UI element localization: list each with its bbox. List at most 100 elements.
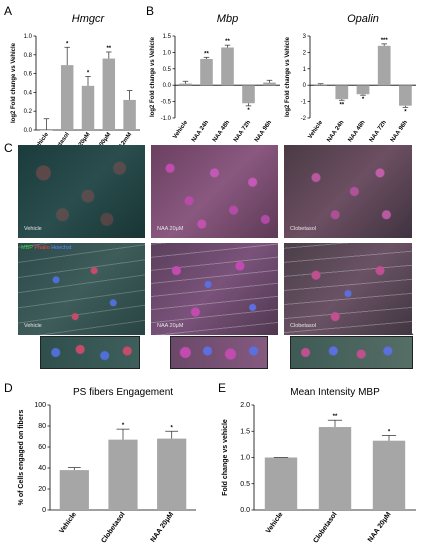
ps-fibers-significance-label: * (122, 423, 125, 429)
opalin-category-label: Vehicle (307, 119, 324, 140)
hmgcr-bar (102, 58, 116, 131)
opalin-bar (399, 85, 412, 106)
micrograph-clobetasol-bottom: Clobetasol (284, 243, 412, 335)
ps-fibers-category-label: Vehicle (58, 511, 78, 535)
chart-hmgcr: Hmgcr 0.0 0.2 0.4 0.6 0.8 1.0 log2 Fold change … (11, 13, 140, 161)
ps-fibers-bar (59, 470, 89, 510)
channel-legend: MBP Phallo Hoechst (21, 245, 72, 251)
micrograph-zoom-vehicle (40, 336, 140, 369)
mbp-intensity-y-axis-label: Fold change vs vehicle (222, 419, 229, 496)
chart-mbp: Mbp -1.0 -0.5 0.0 0.5 1.0 1.5 log2 Fold change … (150, 13, 280, 143)
opalin-y-tick-label: 2 (303, 50, 307, 56)
opalin-y-tick-label: 3 (303, 34, 307, 40)
opalin-bar (356, 85, 370, 95)
ps-fibers-chart-title: PS fibers Engagement (73, 387, 173, 398)
panel-letter-d: D (4, 381, 13, 395)
opalin-y-axis-label: log2 Fold change vs Vehicle (285, 36, 291, 117)
micrograph-vehicle-top: Vehicle (18, 145, 145, 238)
micrograph-label: Vehicle (24, 323, 42, 329)
hmgcr-y-tick-label: 1.0 (24, 34, 33, 40)
mbp-category-label: Vehicle (172, 119, 189, 140)
micrograph-label: NAA 20μM (157, 226, 184, 232)
ps-fibers-y-tick-label: 40 (38, 465, 46, 472)
opalin-category-label: NAA 96h (390, 119, 409, 143)
hmgcr-y-tick-label: 0.4 (24, 90, 33, 96)
mbp-intensity-y-tick-label: 1.0 (240, 455, 250, 462)
opalin-bar (314, 84, 327, 86)
mbp-intensity-y-tick-label: 2.0 (240, 402, 250, 409)
mbp-y-tick-label: -0.5 (161, 100, 172, 106)
mbp-significance-label: ** (204, 51, 209, 57)
mbp-y-tick-label: 0.0 (163, 83, 172, 89)
mbp-bar (200, 58, 213, 86)
mbp-intensity-significance-label: * (388, 429, 391, 435)
mbp-chart-title: Mbp (217, 13, 238, 25)
opalin-significance-label: *** (381, 38, 389, 44)
mbp-intensity-category-label: NAA 20μM (367, 511, 393, 544)
hmgcr-significance-label: ** (106, 46, 111, 52)
opalin-y-tick-label: -2 (301, 116, 307, 122)
mbp-y-tick-label: 1.5 (163, 34, 172, 40)
panel-letter-c: C (4, 141, 13, 155)
mbp-category-label: NAA 96h (254, 119, 273, 143)
mbp-category-label: NAA 72h (233, 119, 252, 143)
hmgcr-y-tick-label: 0.8 (24, 53, 33, 59)
mbp-intensity-bar (318, 427, 352, 510)
panel-letter-e: E (218, 381, 226, 395)
hmgcr-bar (81, 85, 95, 130)
micrograph-zoom-clobetasol (290, 336, 413, 369)
mbp-significance-label: ** (225, 39, 230, 45)
hmgcr-y-tick-label: 0.0 (24, 128, 33, 134)
mbp-intensity-y-tick-label: 1.5 (240, 428, 250, 435)
opalin-significance-label: * (404, 109, 407, 115)
mbp-intensity-category-label: Vehicle (265, 511, 285, 535)
ps-fibers-category-label: NAA 20μM (150, 511, 176, 544)
hmgcr-chart-title: Hmgcr (72, 13, 106, 25)
opalin-y-tick-label: 1 (303, 67, 307, 73)
opalin-category-label: NAA 48h (348, 119, 367, 143)
mbp-intensity-bar (372, 440, 406, 510)
mbp-intensity-bar (264, 457, 298, 510)
mbp-bar (179, 83, 192, 86)
micrograph-naa-top: NAA 20μM (151, 145, 278, 238)
ps-fibers-bar (157, 438, 187, 510)
mbp-intensity-category-label: Clobetasol (312, 511, 338, 544)
hmgcr-bar (40, 130, 53, 131)
chart-mean-intensity-mbp: Mean Intensity MBP 0.0 0.5 1.0 1.5 2.0 Fold ch… (222, 387, 416, 544)
hmgcr-bar (60, 65, 74, 130)
hmgcr-y-tick-label: 0.6 (24, 72, 33, 78)
opalin-y-tick-label: 0 (303, 83, 307, 89)
mbp-intensity-significance-label: ** (333, 414, 338, 420)
micrograph-zoom-naa (170, 336, 268, 369)
mbp-intensity-y-tick-label: 0.5 (240, 481, 250, 488)
ps-fibers-y-tick-label: 20 (38, 486, 46, 493)
opalin-significance-label: ** (339, 102, 344, 108)
ps-fibers-y-tick-label: 0 (42, 507, 46, 514)
ps-fibers-significance-label: * (170, 425, 173, 431)
mbp-y-tick-label: 0.5 (163, 67, 172, 73)
mbp-significance-label: * (247, 108, 250, 114)
mbp-bar (263, 82, 276, 86)
opalin-bar (335, 85, 349, 100)
opalin-significance-label: * (362, 97, 365, 103)
opalin-chart-title: Opalin (347, 13, 379, 25)
hmgcr-y-axis-label: log2 Fold change vs Vehicle (11, 42, 17, 123)
mbp-intensity-chart-title: Mean Intensity MBP (290, 387, 380, 398)
micrograph-label: Vehicle (24, 226, 42, 232)
opalin-y-tick-label: -1 (301, 100, 307, 106)
micrograph-label: Clobetasol (290, 226, 316, 232)
mbp-intensity-y-tick-label: 0.0 (240, 507, 250, 514)
mbp-category-label: NAA 48h (212, 119, 231, 143)
micrograph-vehicle-bottom: MBP Phallo Hoechst Vehicle (18, 243, 145, 335)
chart-opalin: Opalin -2 -1 0 1 2 3 log2 Fold change vs Vehicl… (285, 13, 416, 143)
ps-fibers-y-tick-label: 100 (34, 402, 46, 409)
hmgcr-significance-label: * (66, 41, 69, 47)
mbp-y-tick-label: 1.0 (163, 50, 172, 56)
mbp-bar (221, 47, 234, 86)
ps-fibers-y-tick-label: 60 (38, 444, 46, 451)
mbp-bar (242, 85, 255, 104)
ps-fibers-bar (108, 439, 138, 510)
chart-ps-fibers-engagement: PS fibers Engagement 0 20 40 60 80 100 % of Cel… (18, 387, 196, 544)
opalin-category-label: NAA 72h (369, 119, 388, 143)
micrograph-label: Clobetasol (290, 323, 316, 329)
